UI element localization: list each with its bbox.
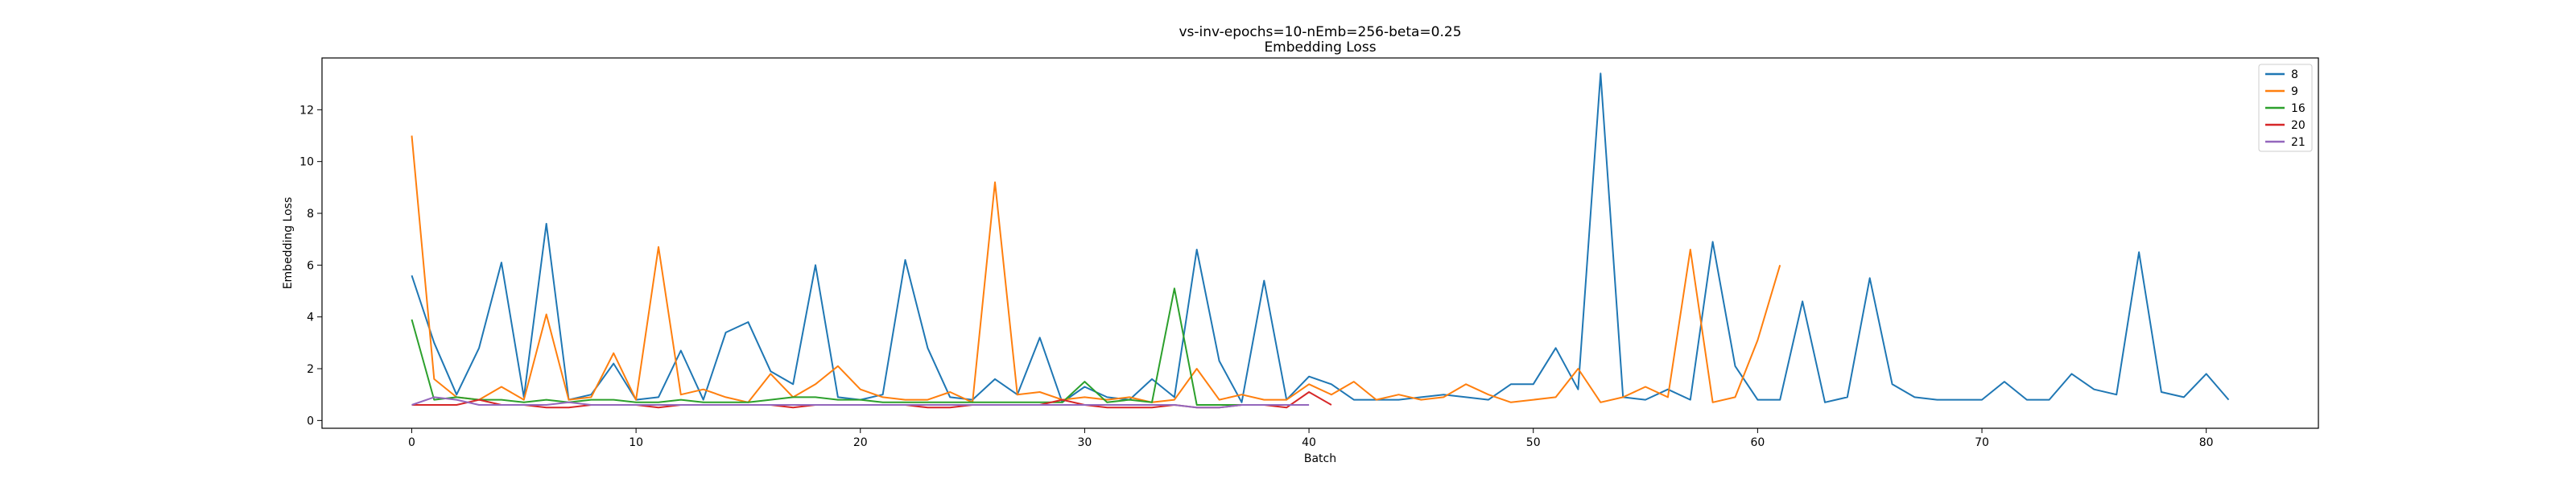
y-axis: 0 2 4 6 8 10 12: [299, 104, 322, 427]
legend-label-9: 9: [2291, 85, 2298, 98]
y-tick-label: 4: [307, 312, 314, 324]
plot-area: [321, 57, 2319, 429]
y-tick-label: 8: [307, 208, 314, 221]
legend-label-16: 16: [2291, 102, 2306, 115]
x-axis-label: Batch: [1304, 452, 1336, 465]
y-tick-label: 12: [299, 104, 314, 117]
series-line-8: [411, 72, 2230, 403]
y-tick-label: 2: [307, 363, 314, 376]
x-tick-label: 30: [1078, 436, 1092, 449]
x-tick-label: 70: [1975, 436, 1989, 449]
series-line-9: [411, 135, 1781, 403]
chart-title: vs-inv-epochs=10-nEmb=256-beta=0.25: [1179, 24, 1461, 40]
y-tick-label: 0: [307, 415, 314, 427]
x-tick-label: 80: [2199, 436, 2214, 449]
y-tick-label: 6: [307, 259, 314, 272]
y-axis-label: Embedding Loss: [282, 197, 295, 290]
legend-label-20: 20: [2291, 119, 2306, 132]
x-tick-label: 0: [408, 436, 415, 449]
legend: 8 9 16 20 21: [2258, 64, 2313, 152]
x-tick-label: 50: [1526, 436, 1541, 449]
series-lines: [411, 72, 2230, 409]
series-line-16: [411, 287, 1242, 406]
x-tick-label: 60: [1750, 436, 1765, 449]
chart-subtitle: Embedding Loss: [1264, 39, 1376, 56]
x-tick-label: 10: [629, 436, 643, 449]
x-tick-label: 20: [853, 436, 868, 449]
y-tick-label: 10: [299, 156, 314, 169]
x-axis: 0 10 20 30 40 50 60 70 80: [408, 428, 2214, 449]
series-line-21: [411, 396, 1310, 409]
legend-label-8: 8: [2291, 68, 2298, 81]
legend-box: [2258, 64, 2313, 152]
x-tick-label: 40: [1302, 436, 1316, 449]
legend-label-21: 21: [2291, 136, 2306, 149]
